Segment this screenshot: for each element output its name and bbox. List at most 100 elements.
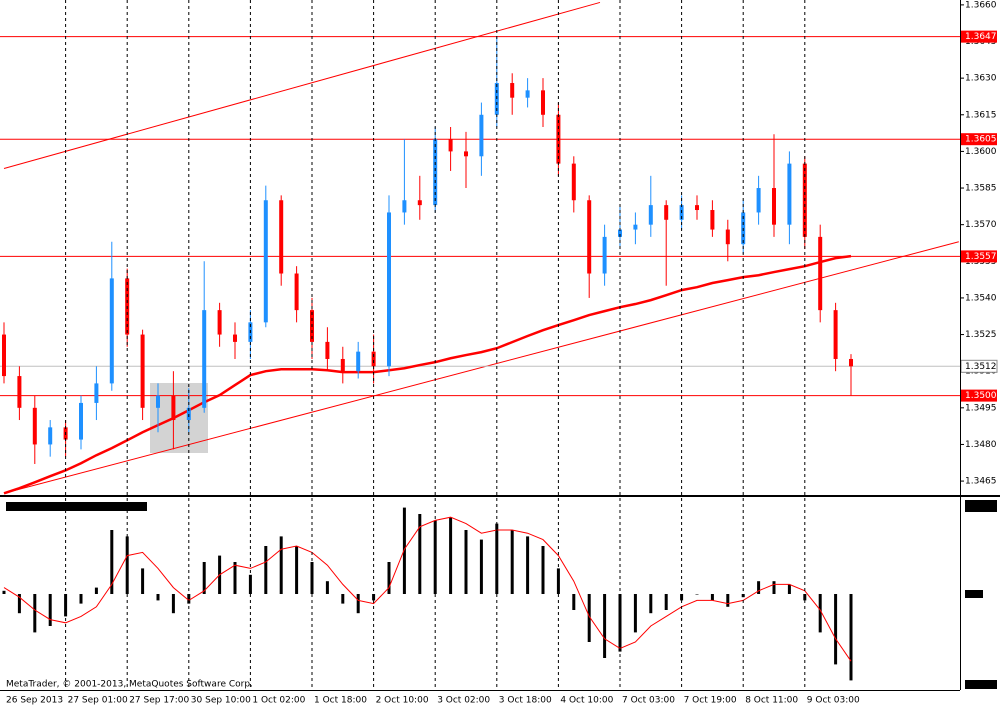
histogram-bar — [772, 581, 776, 594]
histogram-bar — [818, 594, 822, 633]
level-label: 1.3500 — [965, 391, 997, 401]
x-tick-label: 30 Sep 10:00 — [191, 696, 251, 706]
histogram-bar — [464, 530, 468, 594]
candle-body — [448, 139, 453, 152]
histogram-bar — [695, 594, 699, 595]
histogram-bar — [633, 594, 637, 633]
histogram-bar — [279, 536, 283, 594]
footer: MetaTrader, © 2001-2013, MetaQuotes Soft… — [6, 680, 253, 690]
histogram-bar — [680, 594, 684, 601]
candle-body — [633, 224, 638, 230]
histogram-bar — [803, 594, 807, 601]
candle-body — [525, 90, 530, 98]
y-tick-label: 1.3585 — [965, 184, 997, 194]
histogram-bar — [64, 594, 68, 617]
level-label: 1.3605 — [965, 135, 997, 145]
candle-body — [417, 200, 422, 206]
histogram-bar — [264, 546, 268, 594]
y-tick-label: 1.3525 — [965, 330, 997, 340]
histogram-bar — [33, 594, 37, 633]
candle-body — [371, 351, 376, 367]
level-box — [961, 30, 997, 43]
level-box — [961, 389, 997, 402]
histogram-bar — [156, 594, 160, 601]
candle-body — [618, 229, 622, 237]
candle-body — [2, 334, 6, 377]
histogram-bar — [587, 594, 591, 642]
level-box — [961, 133, 997, 146]
histogram-bar — [171, 594, 175, 614]
histogram-bar — [233, 562, 237, 594]
histogram-bar — [787, 584, 791, 594]
candle-body — [32, 407, 37, 445]
candle-body — [541, 90, 545, 115]
candle-body — [464, 151, 468, 157]
candle-body — [387, 212, 391, 367]
histogram-bar — [79, 594, 83, 604]
candle-body — [48, 427, 53, 445]
histogram-bar — [849, 594, 853, 681]
indicator-panel — [2, 507, 853, 681]
candle-body — [217, 310, 222, 335]
x-tick-label: 2 Oct 10:00 — [376, 696, 429, 706]
candle-body — [140, 334, 145, 408]
candle-body — [186, 407, 191, 421]
candle-body — [263, 200, 268, 323]
histogram-bar — [2, 590, 6, 594]
histogram-bar — [94, 587, 98, 594]
y-tick-label: 1.3615 — [965, 110, 997, 120]
histogram-bar — [757, 581, 761, 594]
candle-body — [510, 83, 515, 98]
histogram-bar — [295, 546, 299, 594]
histogram-bar — [418, 514, 422, 594]
histogram-bar — [187, 594, 191, 604]
x-tick-label: 7 Oct 19:00 — [684, 696, 737, 706]
candle-body — [479, 114, 484, 157]
histogram-bar — [479, 539, 483, 594]
candle-body — [17, 376, 22, 408]
candle-body — [171, 395, 176, 421]
y-tick-label: 1.3540 — [965, 293, 997, 303]
x-tick-label: 1 Oct 18:00 — [314, 696, 367, 706]
level-label: 1.3647 — [965, 32, 997, 42]
candle-body — [849, 358, 853, 367]
candle-body — [233, 334, 237, 342]
moving-average — [3, 254, 852, 495]
histogram-bar — [526, 536, 530, 594]
candle-body — [772, 188, 776, 225]
candle-body — [602, 236, 607, 274]
level-box — [961, 250, 997, 263]
histogram-bar — [356, 594, 360, 614]
candle-body — [571, 163, 576, 201]
candle-body — [787, 163, 792, 225]
x-tick-label: 27 Sep 01:00 — [68, 696, 128, 706]
y-tick-label: 1.3465 — [965, 477, 997, 487]
histogram-bar — [556, 568, 560, 594]
histogram-bar — [48, 594, 52, 626]
histogram-bar — [372, 594, 376, 601]
histogram-bar — [510, 530, 514, 594]
histogram-bar — [341, 594, 345, 604]
y-tick-label: 1.3600 — [965, 147, 997, 157]
x-tick-label: 3 Oct 02:00 — [437, 696, 490, 706]
trend-line — [3, 241, 959, 494]
candle-body — [725, 229, 730, 245]
y-tick-label: 1.3660 — [965, 0, 997, 10]
indicator-axis-box — [965, 500, 997, 512]
x-tick-label: 4 Oct 10:00 — [560, 696, 613, 706]
y-tick-label: 1.3480 — [965, 440, 997, 450]
histogram-bar — [664, 594, 668, 610]
candle-body — [109, 278, 114, 384]
candle-body — [202, 310, 207, 408]
candle-body — [325, 341, 330, 359]
candle-body — [279, 200, 284, 274]
x-tick-label: 3 Oct 18:00 — [499, 696, 552, 706]
level-label: 1.3557 — [965, 252, 997, 262]
x-tick-label: 26 Sep 2013 — [6, 696, 63, 706]
histogram-bar — [17, 594, 21, 614]
histogram-bar — [834, 594, 838, 665]
axes: 26 Sep 2013 27 Sep 01:00 27 Sep 17:00 30 Se… — [6, 0, 998, 706]
histogram-bar — [726, 594, 730, 607]
histogram-bar — [618, 594, 622, 652]
